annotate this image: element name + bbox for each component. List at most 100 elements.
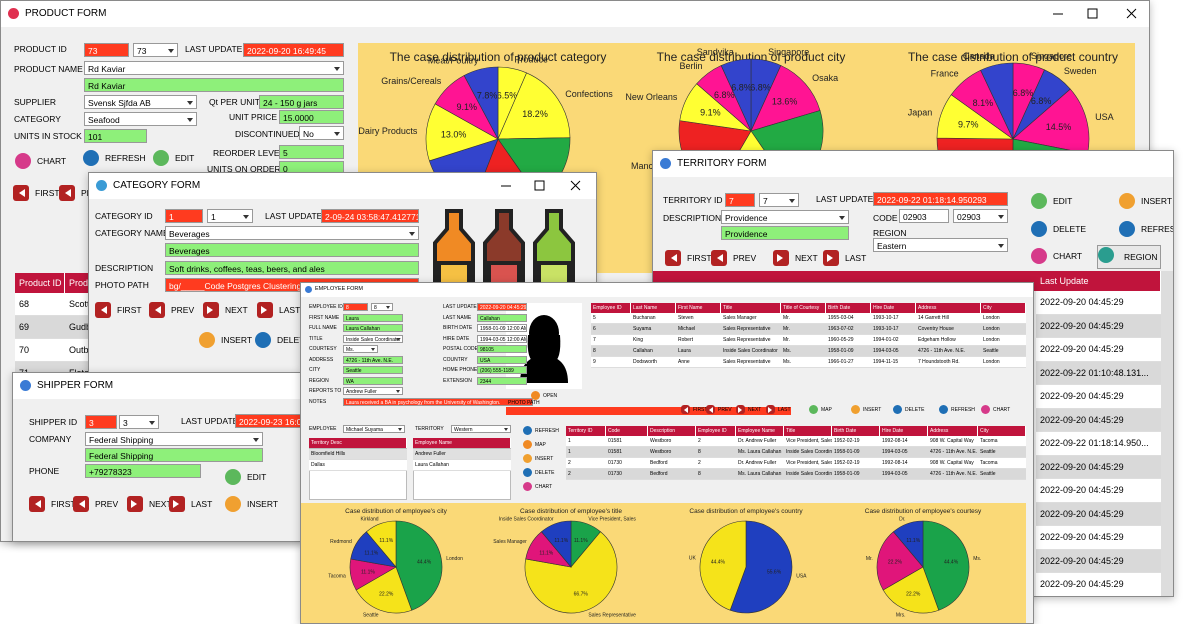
button[interactable]: FIRST [29, 495, 76, 513]
list-item[interactable]: Dallas [309, 460, 407, 471]
text-field[interactable]: 8 [343, 303, 368, 311]
button[interactable]: REFRESH [939, 405, 975, 415]
button[interactable]: EDIT [1031, 192, 1072, 210]
combo-box[interactable]: Federal Shipping [85, 432, 263, 446]
text-field[interactable]: 101 [84, 129, 147, 143]
button[interactable]: EDIT [153, 149, 194, 167]
text-field[interactable]: 5 [279, 145, 344, 159]
combo-box[interactable]: Rd Kaviar [84, 61, 344, 75]
text-field[interactable]: USA [477, 355, 527, 364]
list-item[interactable]: Laura Callahan [413, 460, 511, 471]
combo-box[interactable]: 3 [119, 415, 159, 429]
text-field[interactable]: 1958-01-09 12:00 AM [477, 324, 527, 332]
button[interactable]: EDIT [225, 468, 266, 486]
button[interactable]: OPEN [531, 391, 557, 401]
text-field[interactable]: 4726 - 11th Ave. N.E. [343, 355, 403, 364]
button[interactable]: DELETE [255, 331, 310, 349]
text-field[interactable]: 1 [165, 209, 203, 223]
button[interactable]: INSERT [523, 454, 553, 464]
combo-box[interactable]: 73 [133, 43, 178, 57]
list-item[interactable]: Bloomfield Hills [309, 449, 407, 460]
combo-box[interactable]: Beverages [165, 226, 419, 240]
button[interactable]: CHART [15, 152, 66, 170]
button[interactable]: NEXT [203, 301, 248, 319]
text-field[interactable]: +79278323 [85, 464, 201, 478]
text-field[interactable]: Beverages [165, 243, 419, 257]
text-field[interactable]: Callahan [477, 313, 527, 322]
text-field[interactable]: 2022-09-22 01:18:14.950293 [873, 192, 1008, 206]
text-field[interactable]: Providence [721, 226, 849, 240]
combo-box[interactable]: Inside Sales Coordinator [343, 334, 403, 343]
button[interactable]: DELETE [1031, 220, 1086, 238]
button[interactable]: DELETE [523, 468, 554, 478]
combo-box[interactable]: Eastern [873, 238, 1008, 252]
combo-box[interactable]: Providence [721, 210, 849, 224]
window-controls[interactable] [1041, 1, 1149, 27]
button[interactable]: DELETE [893, 405, 924, 415]
combo-box[interactable]: Western [451, 425, 511, 433]
text-field[interactable]: 3 [85, 415, 117, 429]
button[interactable]: CHART [1031, 247, 1082, 265]
list-item[interactable]: Andrew Fuller [413, 449, 511, 460]
combo-box[interactable]: Svensk Sjfda AB [84, 95, 197, 109]
text-field[interactable]: 2344 [477, 376, 527, 385]
button[interactable]: CHART [523, 482, 552, 492]
button[interactable]: INSERT [851, 405, 881, 415]
combo-box[interactable]: 8 [371, 303, 393, 311]
button[interactable]: MAP [523, 440, 546, 450]
button[interactable]: FIRST [665, 249, 712, 267]
combo-box[interactable]: Ms. [343, 345, 378, 353]
button[interactable]: LAST [257, 301, 300, 319]
text-field[interactable]: 15.0000 [279, 110, 344, 124]
text-field[interactable]: 98105 [477, 345, 527, 353]
button[interactable]: FIRST [95, 301, 142, 319]
text-field[interactable]: 7 [725, 193, 755, 207]
button[interactable]: REGION [1097, 245, 1161, 269]
button[interactable]: INSERT [1119, 192, 1172, 210]
button[interactable]: FIRST [681, 405, 707, 415]
button[interactable]: LAST [823, 249, 866, 267]
text-field[interactable]: 1994-03-05 12:00 AM [477, 334, 527, 343]
combo-box[interactable]: 7 [759, 193, 799, 207]
button[interactable]: LAST [766, 405, 791, 415]
button[interactable]: PREV [706, 405, 732, 415]
button[interactable]: FIRST [13, 184, 60, 202]
button[interactable]: REFRESH [1119, 220, 1173, 238]
button[interactable]: NEXT [127, 495, 172, 513]
text-field[interactable]: Soft drinks, coffees, teas, beers, and a… [165, 261, 419, 275]
combo-box[interactable]: Seafood [84, 112, 197, 126]
combo-box[interactable]: No [299, 126, 344, 140]
text-field[interactable]: Rd Kaviar [84, 78, 344, 92]
button[interactable]: LAST [169, 495, 212, 513]
button[interactable]: REFRESH [83, 149, 146, 167]
button[interactable]: NEXT [773, 249, 818, 267]
combo-box[interactable]: Andrew Fuller [343, 387, 403, 395]
text-field[interactable]: (206) 555-1189 [477, 366, 527, 374]
combo-box[interactable]: 02903 [953, 209, 1008, 223]
text-field[interactable]: Laura Callahan [343, 324, 403, 332]
button[interactable]: INSERT [199, 331, 252, 349]
text-field[interactable]: Laura received a BA in psychology from t… [343, 397, 533, 406]
button[interactable]: PREV [711, 249, 756, 267]
combo-box[interactable]: Michael Suyama [343, 425, 405, 433]
button[interactable]: NEXT [736, 405, 761, 415]
button[interactable]: PREV [149, 301, 194, 319]
text-field[interactable]: 24 - 150 g jars [259, 95, 344, 109]
text-field[interactable]: 73 [84, 43, 129, 57]
button[interactable]: INSERT [225, 495, 278, 513]
text-field[interactable]: Federal Shipping [85, 448, 263, 462]
text-field[interactable]: WA [343, 376, 403, 385]
button[interactable]: PREV [73, 495, 118, 513]
button[interactable]: MAP [809, 405, 832, 415]
photo-path-field[interactable] [506, 407, 791, 415]
text-field[interactable]: Seattle [343, 366, 403, 374]
text-field[interactable]: 2022-09-23 16:05:47 [235, 414, 301, 428]
text-field[interactable]: 02903 [899, 209, 949, 223]
text-field[interactable]: 2022-09-20 04:45:29 [477, 303, 527, 311]
button[interactable]: REFRESH [523, 426, 559, 436]
text-field[interactable]: 2022-09-20 16:49:45 [243, 43, 344, 57]
text-field[interactable]: 2-09-24 03:58:47.412771 [321, 209, 419, 223]
button[interactable]: CHART [981, 405, 1010, 415]
combo-box[interactable]: 1 [207, 209, 253, 223]
text-field[interactable]: Laura [343, 313, 403, 322]
